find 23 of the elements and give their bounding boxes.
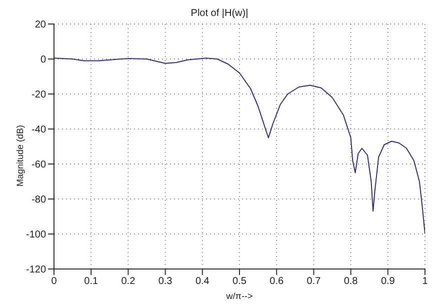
x-tick-label: 0.8 bbox=[344, 276, 358, 288]
line-series bbox=[54, 58, 425, 234]
x-tick-label: 1 bbox=[422, 276, 428, 288]
y-axis-title: Magnitude (dB) bbox=[15, 124, 26, 186]
y-tick-label: -100 bbox=[26, 230, 46, 241]
x-tick-label: 0 bbox=[51, 276, 58, 288]
x-tick-label: 0.7 bbox=[306, 276, 322, 288]
y-tick-label: -80 bbox=[32, 194, 46, 206]
x-tick-label: 0.5 bbox=[232, 276, 247, 288]
chart-title: Plot of |H(w)| bbox=[190, 8, 250, 20]
y-tick-label: 0 bbox=[40, 54, 46, 66]
x-axis-title: w/π--> bbox=[225, 291, 253, 301]
y-tick-label: -60 bbox=[32, 160, 46, 171]
x-tick-label: 0.4 bbox=[195, 276, 210, 288]
y-tick-label: 20 bbox=[34, 20, 46, 31]
y-tick-label: -40 bbox=[32, 124, 46, 136]
x-tick-label: 0.6 bbox=[270, 276, 284, 288]
x-tick-label: 0.2 bbox=[121, 276, 136, 288]
x-tick-label: 0.1 bbox=[84, 276, 98, 288]
x-tick-label: 0.3 bbox=[158, 276, 173, 288]
y-tick-label: -120 bbox=[26, 264, 46, 276]
y-tick-label: -20 bbox=[32, 90, 46, 101]
x-tick-label: 0.9 bbox=[380, 276, 396, 288]
